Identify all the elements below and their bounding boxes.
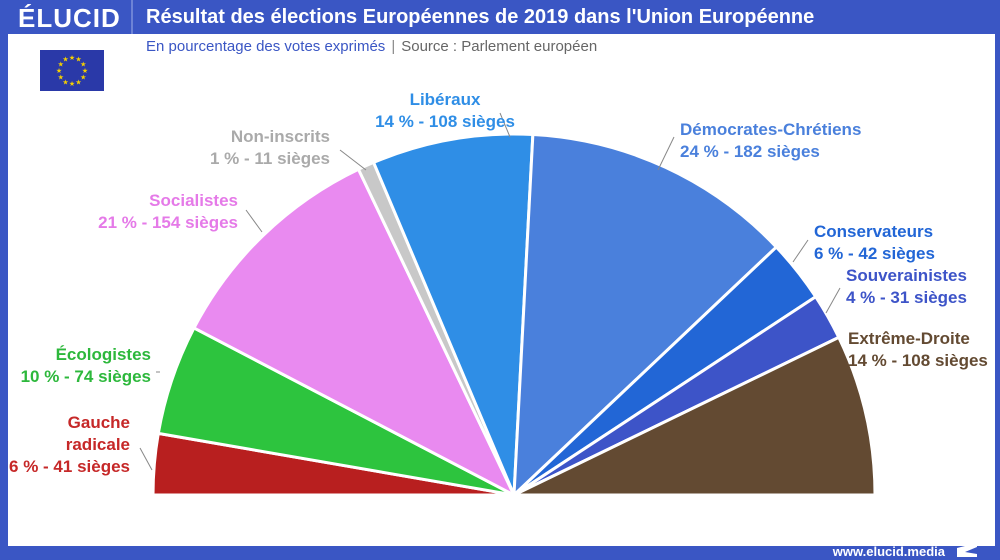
label-value: 14 % - 108 sièges bbox=[375, 112, 515, 131]
brand-logo: ÉLUCID bbox=[18, 3, 121, 33]
slice-socialistes bbox=[192, 167, 516, 497]
label-name: radicale bbox=[65, 435, 130, 454]
slice-extr-me-droite bbox=[512, 335, 877, 497]
leader-line bbox=[825, 287, 841, 314]
data-label: Socialistes 21 % - 154 sièges bbox=[98, 190, 238, 234]
subtitle-text: En pourcentage des votes exprimés bbox=[146, 38, 386, 55]
svg-text:★: ★ bbox=[75, 56, 81, 64]
label-name: Démocrates-Chrétiens bbox=[680, 120, 862, 139]
svg-text:★: ★ bbox=[58, 61, 64, 69]
svg-text:★: ★ bbox=[62, 56, 68, 64]
label-value: 10 % - 74 sièges bbox=[20, 367, 151, 386]
data-label: Écologistes 10 % - 74 sièges bbox=[21, 344, 151, 388]
elucid-mark-icon bbox=[957, 543, 977, 557]
label-name: Socialistes bbox=[149, 191, 238, 210]
data-label: Gauche radicale 6 % - 41 sièges bbox=[9, 412, 130, 478]
leader-line bbox=[245, 209, 263, 233]
slice-d-mocrates-chr-tiens bbox=[512, 132, 778, 497]
chart-subtitle: En pourcentage des votes exprimés | Source… bbox=[146, 38, 597, 55]
label-value: 4 % - 31 sièges bbox=[846, 288, 967, 307]
eu-flag-icon: ★ ★ ★ ★ ★ ★ ★ ★ ★ ★ ★ ★ bbox=[40, 50, 104, 91]
label-name: Non-inscrits bbox=[230, 127, 330, 146]
label-name: Conservateurs bbox=[814, 222, 934, 241]
leader-line bbox=[499, 112, 511, 138]
header: ÉLUCID Résultat des élections Européenne… bbox=[0, 0, 1000, 34]
label-name: Libéraux bbox=[409, 90, 481, 109]
svg-text:★: ★ bbox=[69, 80, 75, 88]
label-value: 1 % - 11 sièges bbox=[209, 149, 330, 168]
slice-lib-raux bbox=[372, 132, 535, 497]
data-label: Libéraux 14 % - 108 sièges bbox=[365, 89, 525, 133]
footer-url[interactable]: www.elucid.media bbox=[832, 544, 945, 559]
data-label: Extrême-Droite 14 % - 108 sièges bbox=[848, 328, 988, 372]
svg-text:★: ★ bbox=[58, 74, 64, 82]
data-label: Démocrates-Chrétiens 24 % - 182 sièges bbox=[680, 119, 861, 163]
data-label: Conservateurs 6 % - 42 sièges bbox=[814, 221, 935, 265]
label-value: 6 % - 41 sièges bbox=[9, 457, 130, 476]
svg-text:★: ★ bbox=[62, 78, 68, 86]
label-name: Écologistes bbox=[55, 345, 151, 364]
data-label: Non-inscrits 1 % - 11 sièges bbox=[210, 126, 330, 170]
leader-line bbox=[139, 447, 153, 471]
svg-text:★: ★ bbox=[80, 61, 86, 69]
label-value: 6 % - 42 sièges bbox=[814, 244, 935, 263]
separator: | bbox=[391, 38, 396, 55]
leader-line bbox=[657, 136, 675, 171]
svg-text:★: ★ bbox=[56, 67, 62, 75]
header-divider bbox=[131, 0, 133, 34]
leader-line bbox=[792, 239, 809, 263]
label-name: Gauche bbox=[67, 413, 130, 432]
label-value: 24 % - 182 sièges bbox=[680, 142, 820, 161]
svg-text:★: ★ bbox=[80, 74, 86, 82]
label-value: 21 % - 154 sièges bbox=[98, 213, 238, 232]
source-text: Source : Parlement européen bbox=[401, 38, 598, 55]
leader-line bbox=[339, 149, 367, 171]
chart-title: Résultat des élections Européennes de 20… bbox=[146, 6, 815, 28]
label-name: Extrême-Droite bbox=[848, 329, 970, 348]
data-label: Souverainistes 4 % - 31 sièges bbox=[846, 265, 967, 309]
label-name: Souverainistes bbox=[846, 266, 967, 285]
svg-text:★: ★ bbox=[75, 78, 81, 86]
svg-text:★: ★ bbox=[69, 54, 75, 62]
svg-text:★: ★ bbox=[82, 67, 88, 75]
label-value: 14 % - 108 sièges bbox=[848, 351, 988, 370]
